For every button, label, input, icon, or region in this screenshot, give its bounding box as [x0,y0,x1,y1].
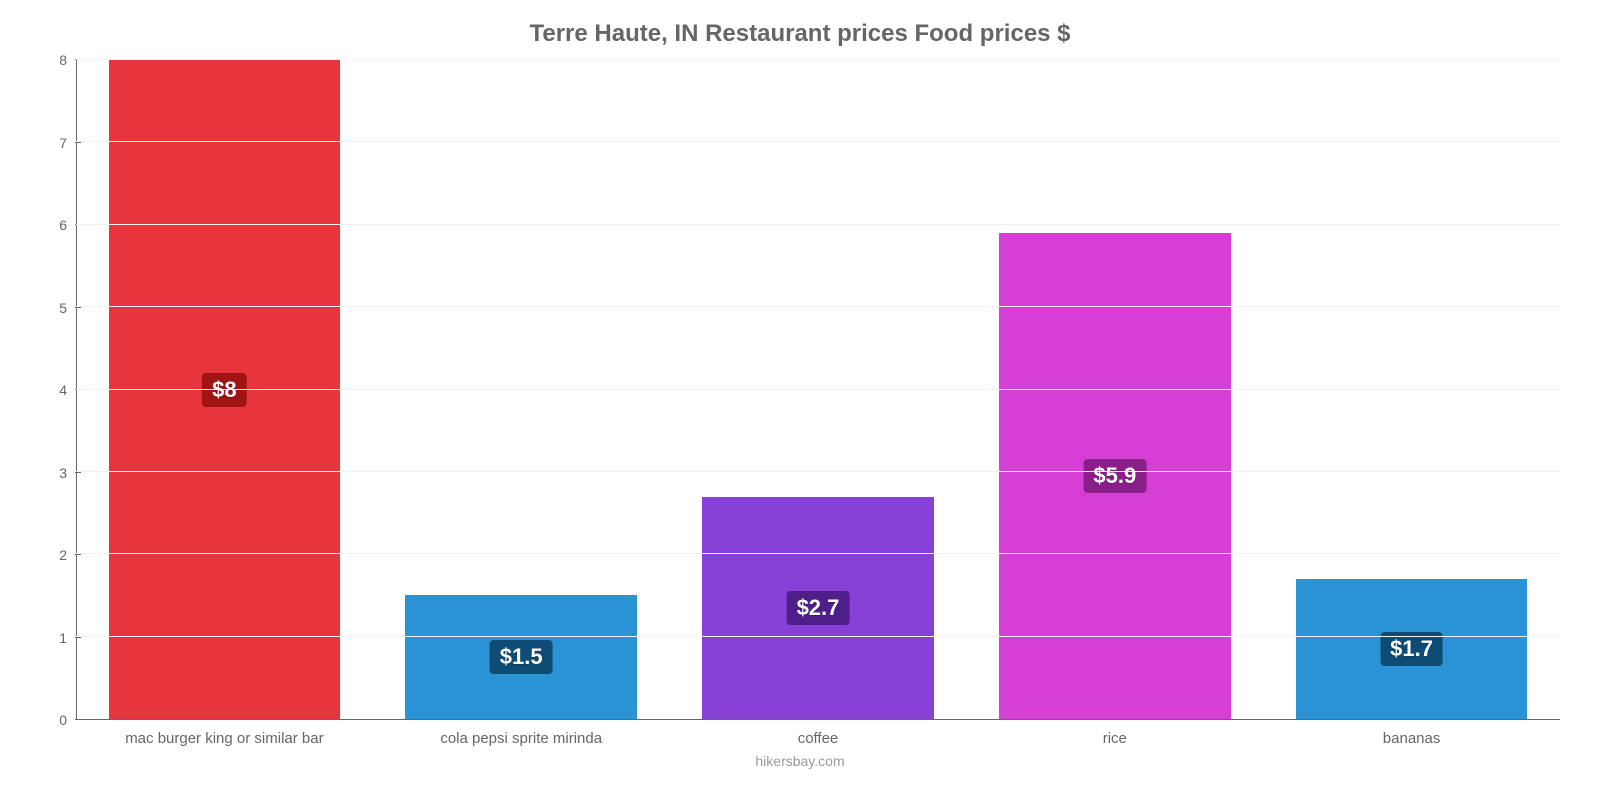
y-axis: 012345678 [40,60,76,720]
gridline [76,471,1560,472]
gridline [76,553,1560,554]
chart-title: Terre Haute, IN Restaurant prices Food p… [40,20,1560,48]
y-tick-label: 6 [59,217,67,233]
gridline [76,141,1560,142]
gridline [76,224,1560,225]
x-axis-label: cola pepsi sprite mirinda [373,730,670,747]
bar-slot: $5.9 [966,60,1263,719]
bar: $2.7 [702,497,934,719]
bars-container: $8 $1.5 $2.7 $5.9 $1.7 [76,60,1560,719]
plot-row: 012345678 $8$1.5$2.7$5.9$1.7 [40,60,1560,720]
gridline [76,59,1560,60]
gridline [76,306,1560,307]
x-axis-labels: mac burger king or similar barcola pepsi… [76,730,1560,747]
y-tick-label: 8 [59,52,67,68]
gridline [76,389,1560,390]
y-tick-label: 1 [59,630,67,646]
x-axis-label: mac burger king or similar bar [76,730,373,747]
bar: $1.7 [1296,579,1528,719]
bar-slot: $1.7 [1263,60,1560,719]
y-tick-label: 7 [59,135,67,151]
bar-slot: $8 [76,60,373,719]
y-tick-label: 3 [59,465,67,481]
bar-slot: $1.5 [373,60,670,719]
bar-value-badge: $5.9 [1083,459,1146,493]
plot-area: $8 $1.5 $2.7 $5.9 $1.7 [76,60,1560,720]
bar-value-badge: $2.7 [787,591,850,625]
y-tick-label: 0 [59,712,67,728]
bar: $8 [109,60,341,719]
x-axis-label: coffee [670,730,967,747]
y-tick-label: 4 [59,382,67,398]
x-axis-label: bananas [1263,730,1560,747]
attribution: hikersbay.com [40,753,1560,769]
bar: $1.5 [405,595,637,719]
bar-value-badge: $1.7 [1380,632,1443,666]
x-axis-label: rice [966,730,1263,747]
y-tick-label: 2 [59,547,67,563]
bar-slot: $2.7 [670,60,967,719]
bar-value-badge: $1.5 [490,640,553,674]
y-tick-label: 5 [59,300,67,316]
gridline [76,636,1560,637]
bar-value-badge: $8 [202,373,246,407]
price-chart: Terre Haute, IN Restaurant prices Food p… [0,0,1600,800]
